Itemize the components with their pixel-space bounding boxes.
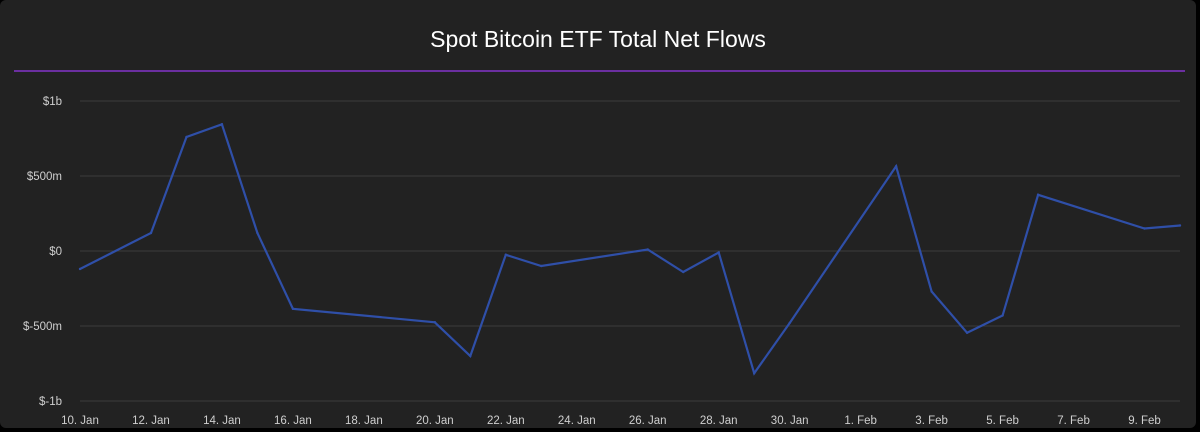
data-point	[220, 123, 224, 126]
data-point	[788, 321, 791, 325]
data-point	[894, 165, 898, 168]
data-point	[78, 267, 82, 271]
data-point	[646, 248, 649, 251]
y-tick-label: $0	[49, 246, 62, 258]
series-line	[79, 122, 1181, 376]
x-tick-label: 3. Feb	[915, 415, 948, 427]
x-tick-label: 22. Jan	[487, 415, 525, 427]
data-point	[717, 251, 720, 254]
data-point	[1001, 314, 1004, 317]
x-tick-label: 24. Jan	[558, 415, 596, 427]
x-tick-label: 10. Jan	[61, 415, 99, 427]
x-tick-label: 20. Jan	[416, 415, 454, 427]
y-tick-label: $-1b	[39, 396, 62, 408]
data-point	[1143, 227, 1146, 230]
data-point	[469, 354, 472, 358]
data-point	[540, 264, 543, 268]
y-tick-label: $500m	[27, 171, 62, 183]
x-tick-label: 1. Feb	[844, 415, 877, 427]
x-tick-label: 28. Jan	[700, 415, 738, 427]
data-point	[291, 307, 295, 310]
data-point	[682, 270, 685, 274]
x-tick-label: 14. Jan	[203, 415, 241, 427]
data-point	[965, 331, 969, 334]
data-point	[433, 321, 437, 324]
data-point	[504, 253, 508, 256]
data-point	[930, 290, 933, 293]
x-tick-label: 5. Feb	[986, 415, 1019, 427]
data-point	[1036, 193, 1040, 196]
data-point	[752, 372, 756, 375]
x-tick-label: 7. Feb	[1057, 415, 1090, 427]
x-tick-label: 30. Jan	[771, 415, 809, 427]
title-divider	[14, 70, 1185, 72]
y-tick-label: $1b	[43, 96, 62, 108]
y-tick-label: $-500m	[23, 321, 62, 333]
chart-title: Spot Bitcoin ETF Total Net Flows	[430, 26, 766, 52]
data-point	[256, 231, 259, 235]
x-tick-label: 9. Feb	[1128, 415, 1161, 427]
x-tick-label: 18. Jan	[345, 415, 383, 427]
data-point	[185, 135, 188, 139]
x-tick-label: 26. Jan	[629, 415, 667, 427]
x-tick-label: 12. Jan	[132, 415, 170, 427]
x-tick-label: 16. Jan	[274, 415, 312, 427]
data-point	[1178, 224, 1182, 227]
data-point	[149, 231, 153, 235]
